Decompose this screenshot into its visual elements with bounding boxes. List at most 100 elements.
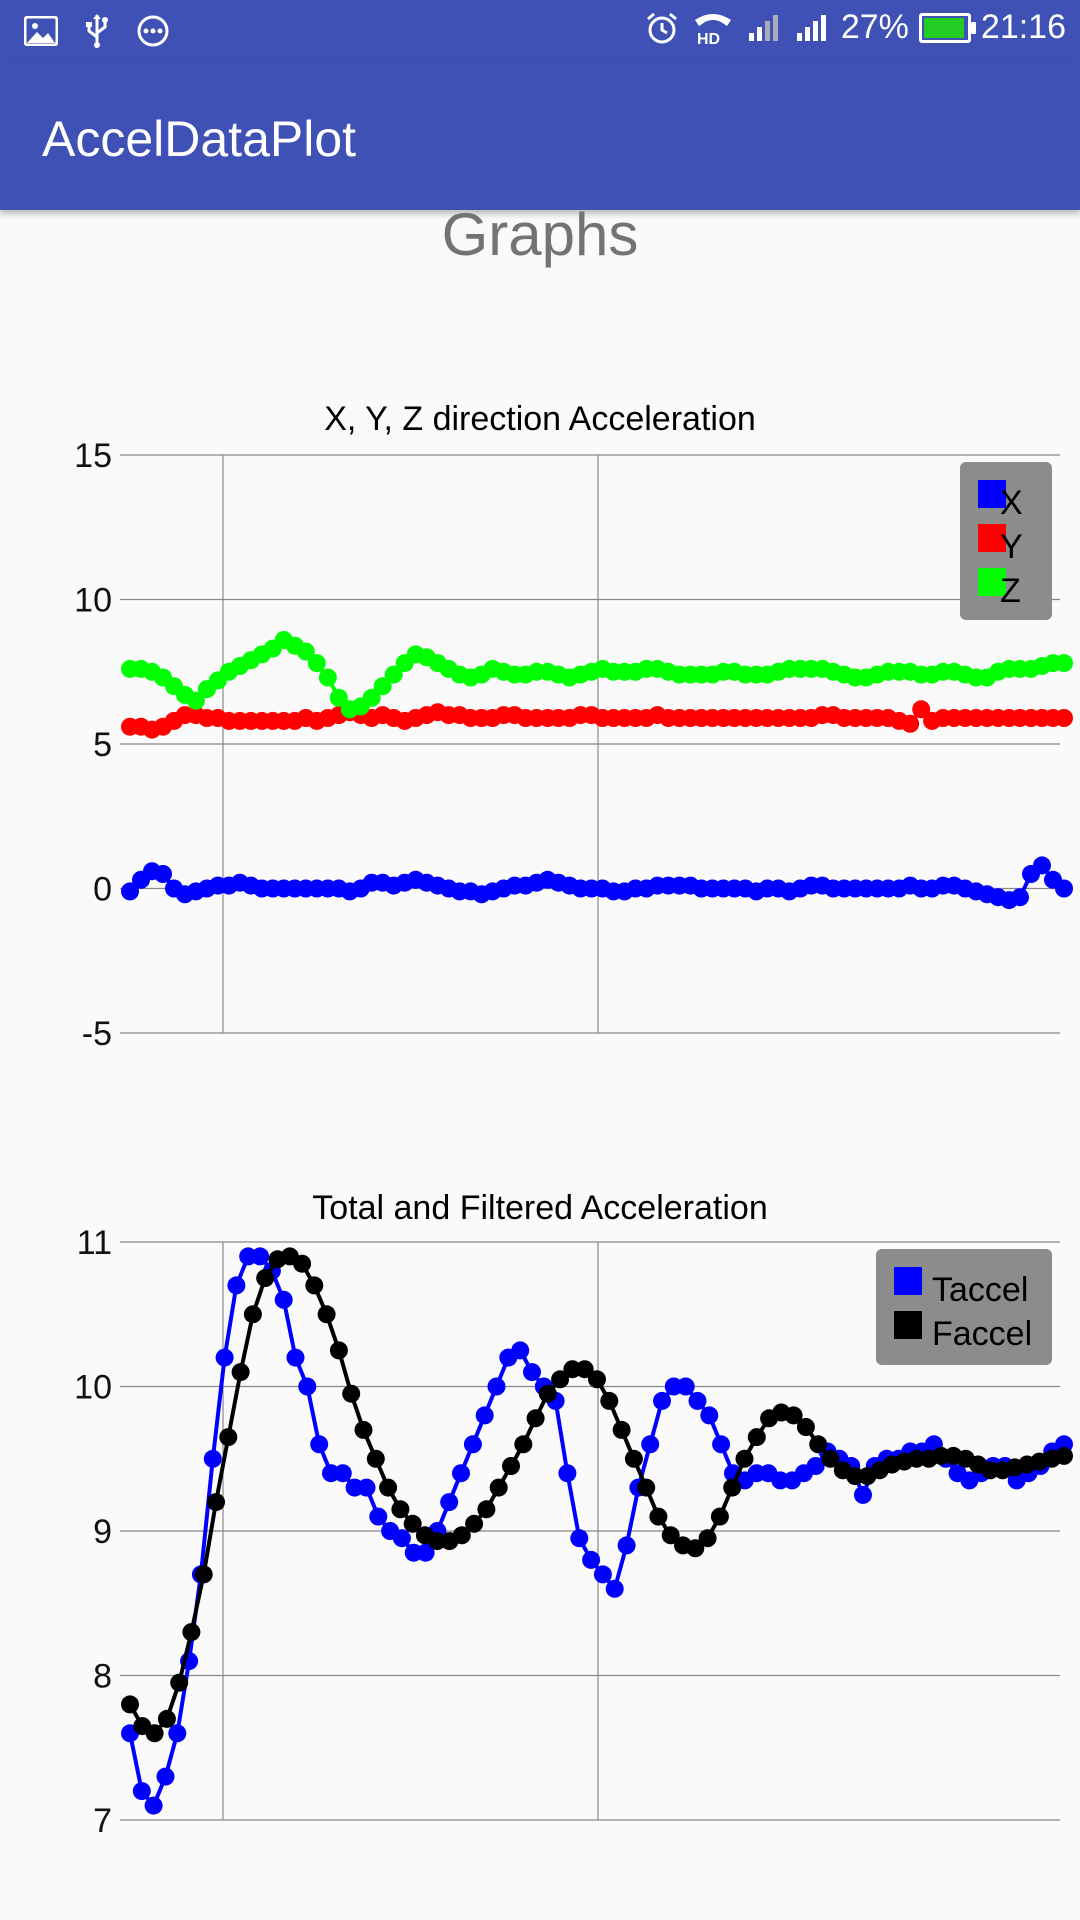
signal-icon (745, 9, 783, 47)
data-point (588, 1370, 606, 1389)
data-point (617, 1536, 636, 1555)
data-point (227, 1276, 246, 1295)
data-point (526, 1409, 545, 1428)
data-point (310, 1435, 329, 1454)
legend-label: Z (1000, 572, 1021, 610)
data-point (723, 1478, 742, 1497)
chart-title: Total and Filtered Acceleration (312, 1189, 767, 1227)
chart-legend: Taccel Faccel (876, 1249, 1052, 1365)
legend-label: Y (1000, 528, 1023, 566)
svg-text:HD: HD (697, 31, 720, 46)
data-point (809, 1435, 828, 1454)
data-point (286, 1348, 305, 1367)
data-point (391, 1500, 410, 1519)
data-point (392, 1529, 411, 1548)
data-point (1011, 888, 1029, 907)
data-point (357, 1478, 376, 1497)
y-tick-label: 5 (93, 726, 112, 764)
data-point (502, 1457, 520, 1475)
data-point (293, 1254, 312, 1273)
y-tick-label: 8 (93, 1658, 112, 1696)
legend-swatch (978, 568, 1006, 596)
legend-swatch (978, 480, 1006, 508)
data-point (688, 1391, 707, 1410)
data-point (600, 1391, 619, 1410)
data-point (700, 1406, 719, 1425)
data-point (605, 1579, 624, 1598)
usb-icon (78, 12, 116, 50)
data-point (676, 1377, 695, 1396)
data-point (806, 1457, 825, 1475)
data-point (649, 1507, 668, 1526)
data-point (145, 1724, 164, 1743)
data-point (362, 688, 381, 707)
page-heading: Graphs (441, 201, 639, 268)
data-point (182, 1623, 201, 1642)
data-point (653, 1391, 671, 1410)
legend-label: X (1000, 484, 1023, 522)
data-point (846, 1467, 865, 1486)
series-z (121, 631, 1073, 719)
alarm-icon (643, 9, 681, 47)
hd-call-icon: HD (691, 9, 735, 47)
data-point (558, 1464, 577, 1483)
y-tick-label: 7 (93, 1802, 112, 1840)
y-tick-label: -5 (82, 1015, 112, 1053)
data-point (366, 1449, 385, 1468)
data-point (1055, 654, 1073, 673)
data-point (593, 1565, 612, 1584)
data-point (551, 1370, 570, 1389)
data-point (354, 1420, 373, 1439)
data-point (428, 1532, 447, 1551)
y-tick-label: 9 (93, 1513, 112, 1551)
legend-label: Faccel (932, 1315, 1032, 1353)
data-point (384, 665, 403, 684)
data-point (712, 1435, 731, 1454)
data-point (563, 1360, 582, 1379)
series-y (121, 700, 1073, 739)
data-point (1055, 879, 1073, 898)
data-point (514, 1435, 533, 1454)
data-point (256, 1269, 275, 1288)
data-point (333, 1464, 352, 1483)
data-point (463, 1435, 482, 1454)
data-point (231, 1363, 250, 1382)
data-point (523, 1363, 541, 1382)
chart-title: X, Y, Z direction Acceleration (324, 400, 756, 438)
data-point (243, 1305, 262, 1324)
data-point (307, 654, 326, 673)
data-point (637, 1478, 656, 1497)
data-point (465, 1514, 484, 1533)
data-point (157, 1709, 176, 1728)
data-point (329, 688, 348, 707)
data-point (440, 1493, 459, 1512)
legend-swatch (894, 1267, 922, 1295)
data-point (156, 1767, 175, 1786)
data-point (403, 1514, 422, 1533)
series-faccel (121, 1247, 1073, 1743)
data-point (784, 1406, 803, 1425)
data-point (452, 1526, 471, 1545)
data-point (168, 1724, 187, 1743)
data-point (369, 1507, 388, 1526)
data-point (132, 1782, 151, 1801)
data-point (641, 1435, 660, 1454)
message-icon (134, 12, 172, 50)
data-point (317, 1305, 336, 1324)
data-point (981, 1461, 1000, 1480)
data-point (511, 1341, 530, 1360)
data-point (912, 700, 931, 719)
data-point (612, 1420, 631, 1439)
data-point (489, 1478, 508, 1497)
data-point (144, 1796, 163, 1815)
battery-icon (918, 12, 976, 43)
app-title: AccelDataPlot (42, 111, 357, 167)
data-point (487, 1377, 506, 1396)
gallery-icon (22, 12, 60, 50)
signal-icon (793, 9, 831, 47)
data-point (477, 1500, 496, 1519)
data-point (121, 1695, 139, 1714)
status-bar: HD 27% 21:16 (0, 0, 1080, 62)
data-point (475, 1406, 494, 1425)
y-tick-label: 10 (74, 1369, 112, 1407)
